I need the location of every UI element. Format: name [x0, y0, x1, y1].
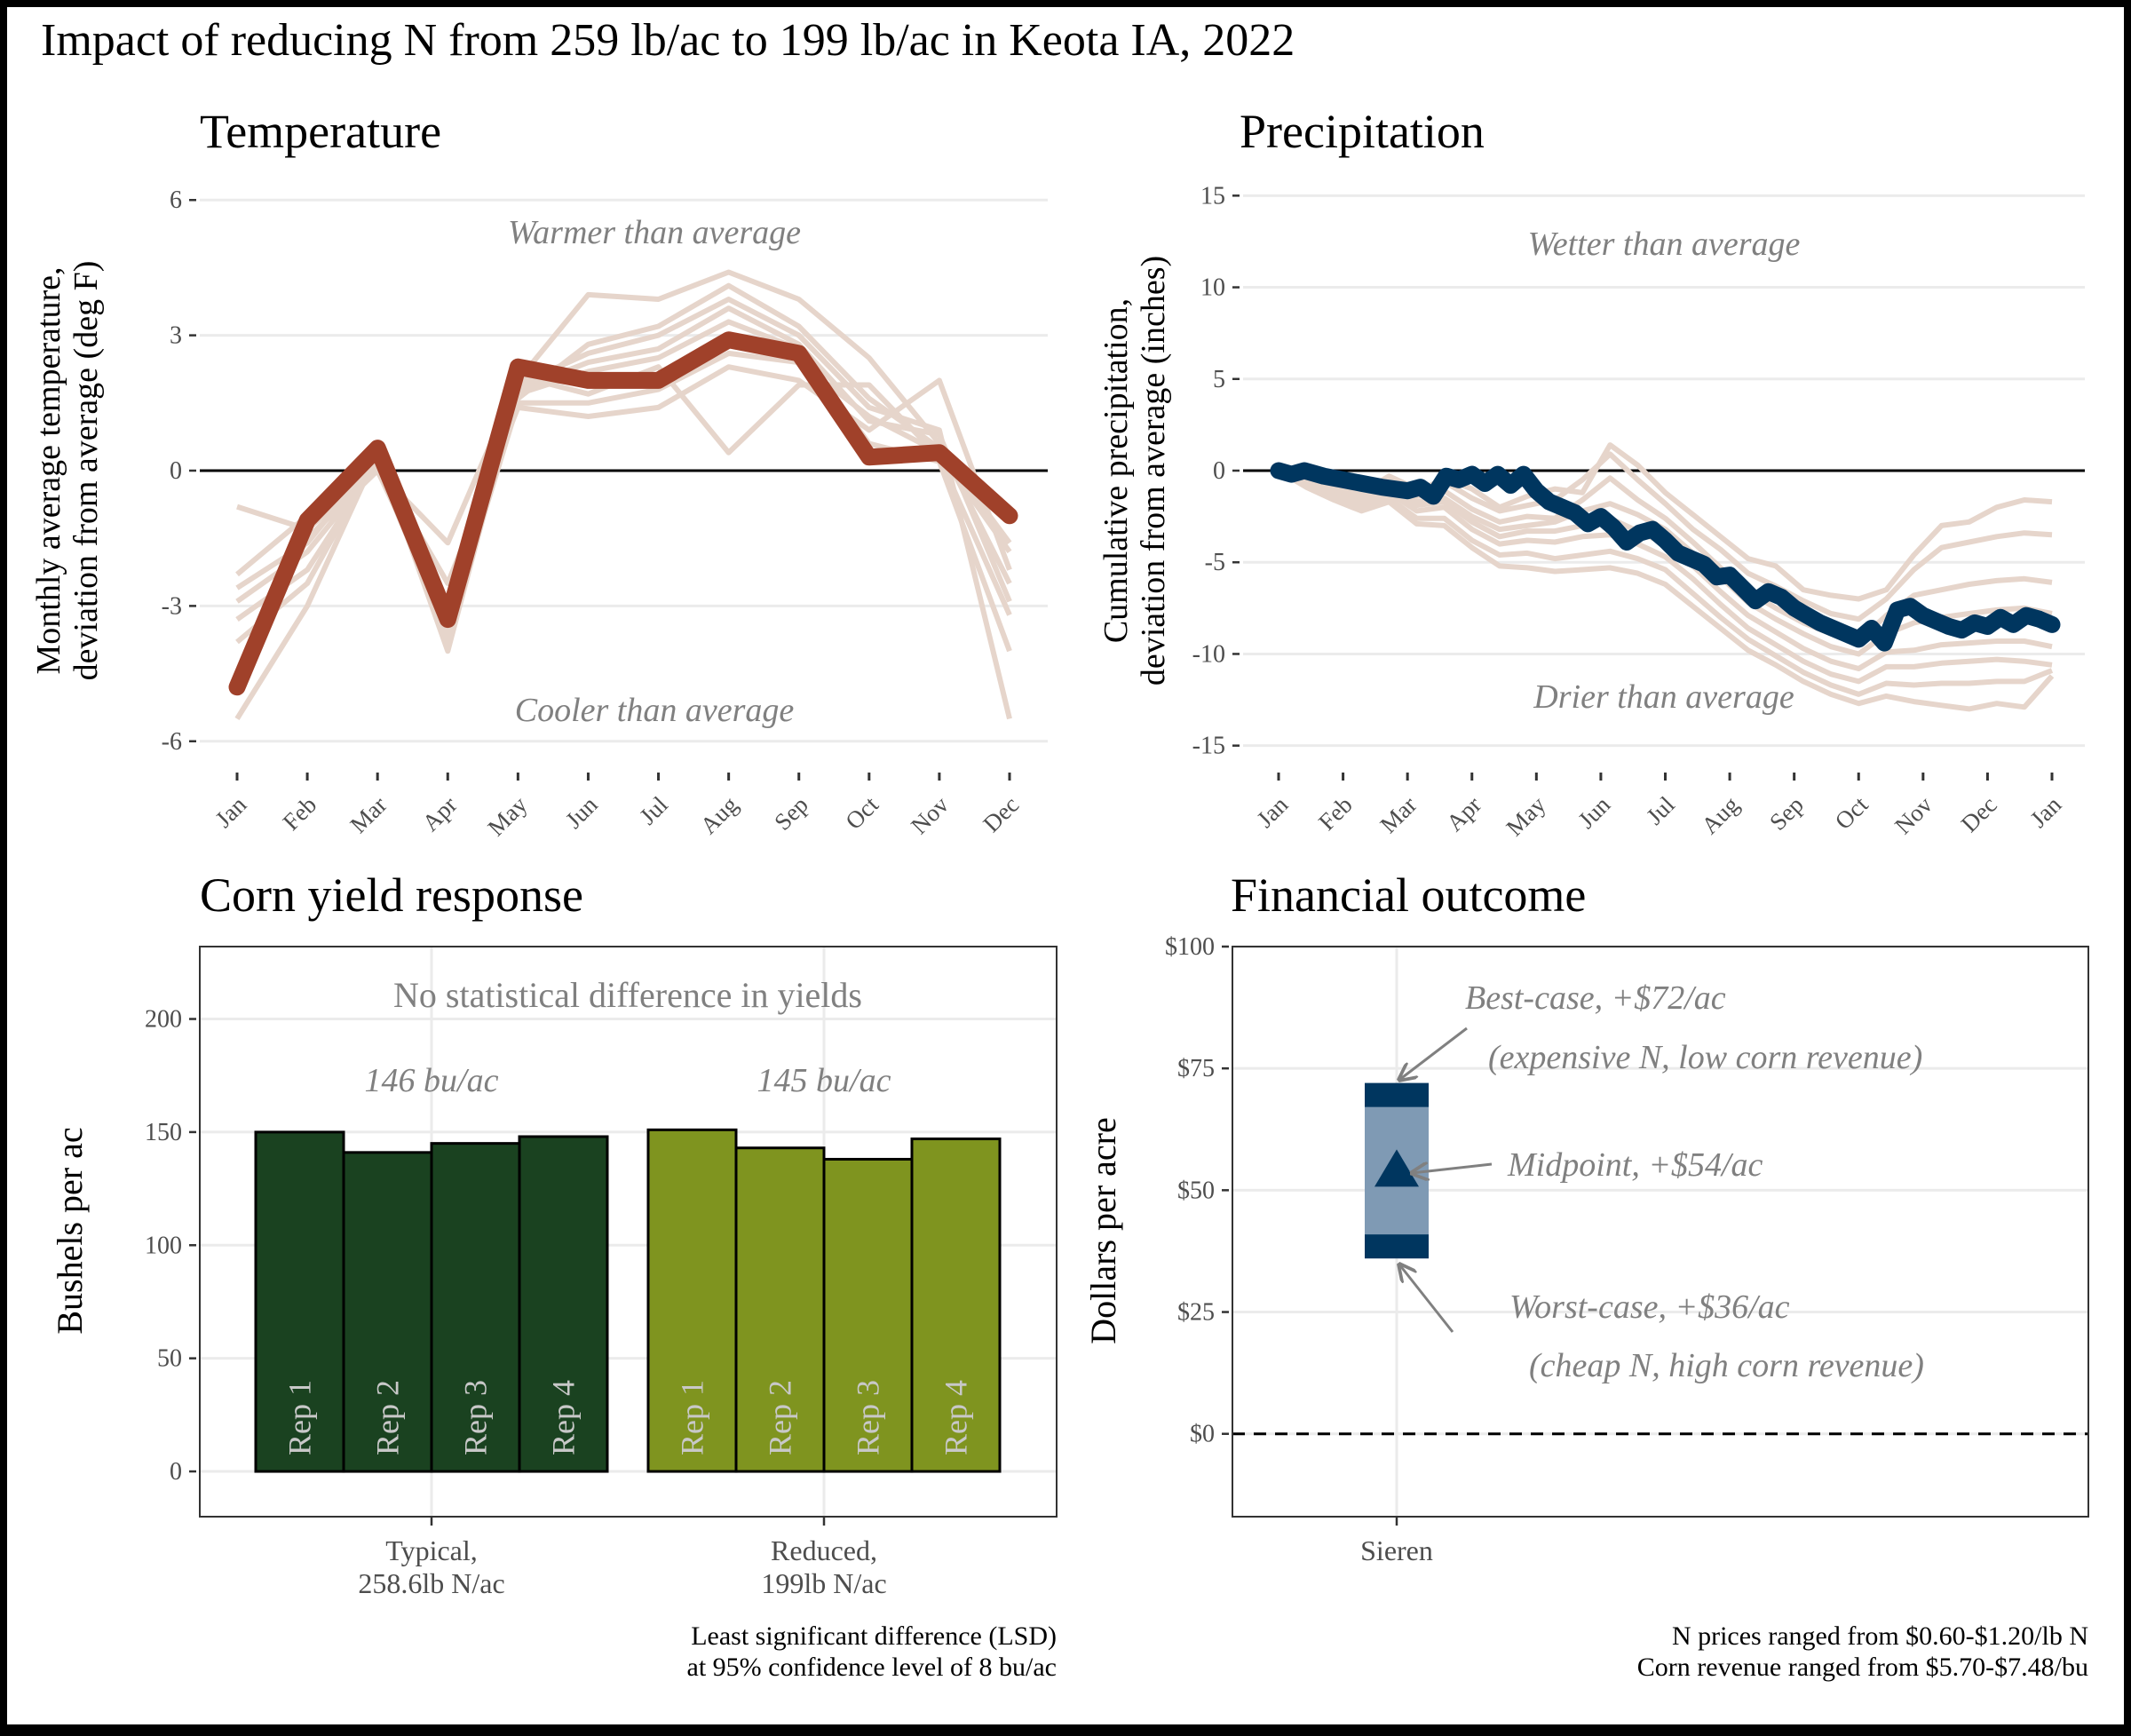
y-tick-label: 50	[157, 1345, 182, 1373]
annotation-best-line1: Best-case, +$72/ac	[1465, 979, 1726, 1017]
bar-label: Rep 2	[763, 1380, 798, 1455]
midpoint-arrow	[1412, 1164, 1493, 1173]
series-line-2022	[1270, 462, 2061, 652]
bar-label: Rep 1	[282, 1380, 318, 1455]
bar-label: Rep 3	[851, 1380, 886, 1455]
footnote-line: N prices ranged from $0.60-$1.20/lb N	[1672, 1621, 2088, 1651]
y-tick-label: 10	[1200, 274, 1225, 302]
x-group-label-line: 199lb N/ac	[761, 1567, 886, 1599]
y-tick-label: $75	[1177, 1055, 1215, 1082]
panel-border	[1232, 946, 2089, 1518]
y-axis-label: Dollars per acre	[1083, 1117, 1123, 1344]
annotation-best-line2: (expensive N, low corn revenue)	[1488, 1039, 1922, 1076]
y-tick-label: $100	[1165, 933, 1215, 961]
yield-bar	[518, 1135, 609, 1473]
y-tick-label: -15	[1192, 733, 1225, 760]
y-tick-label: 5	[1213, 366, 1225, 393]
yield-bar	[822, 1157, 914, 1473]
best-case-band	[1365, 1082, 1429, 1107]
history-series-line	[1277, 468, 2055, 712]
financial-panel: Financial outcome $100 $75 $50 $25 $0 Best-cas…	[1083, 868, 2089, 1682]
worst-case-band	[1365, 1234, 1429, 1259]
y-tick-label: -5	[1205, 549, 1225, 576]
annotation-wetter: Wetter than average	[1528, 226, 1801, 263]
series-line-2022	[228, 331, 1018, 696]
y-tick-label: 100	[145, 1232, 182, 1259]
bar-label: Rep 3	[458, 1380, 494, 1455]
x-group-label: Typical, 258.6lb N/ac	[358, 1534, 504, 1599]
bar-label: Rep 2	[370, 1380, 406, 1455]
y-axis-label-line: Cumulative precipitation,	[1097, 298, 1135, 643]
y-tick-label: 3	[170, 322, 182, 350]
x-tick-label: Sieren	[1360, 1534, 1433, 1566]
yield-panel: Corn yield response 200 150 100 50 0 Rep 1 Rep …	[50, 868, 1058, 1682]
annotation-header: No statistical difference in yields	[393, 975, 862, 1015]
worst-case-arrow	[1399, 1264, 1454, 1333]
x-group-label: Reduced, 199lb N/ac	[761, 1534, 886, 1599]
x-group-label-line: Reduced,	[771, 1534, 877, 1566]
yield-bar	[430, 1142, 521, 1473]
yield-bar	[254, 1130, 345, 1473]
best-case-arrow	[1399, 1027, 1468, 1080]
y-tick-label: 200	[145, 1006, 182, 1034]
panel-title: Financial outcome	[1231, 868, 1586, 922]
history-series-line	[1277, 468, 2053, 685]
yield-bar	[342, 1151, 433, 1473]
annotation-worst-line2: (cheap N, high corn revenue)	[1529, 1347, 1924, 1384]
y-tick-label: 0	[170, 1458, 182, 1486]
panel-border	[199, 946, 1058, 1518]
figure-title: Impact of reducing N from 259 lb/ac to 1…	[41, 15, 1295, 66]
annotation-warmer: Warmer than average	[508, 214, 801, 251]
y-axis-label: Bushels per ac	[50, 1127, 90, 1334]
y-tick-label: 0	[170, 457, 182, 485]
y-axis-label-line: Bushels per ac	[50, 1127, 90, 1334]
y-tick-label: 150	[145, 1119, 182, 1146]
y-tick-label: -3	[162, 592, 182, 620]
y-tick-label: -6	[162, 728, 182, 756]
group-mean-label: 145 bu/ac	[757, 1062, 891, 1099]
bar-label: Rep 4	[939, 1380, 974, 1455]
y-axis-label: Monthly average temperature,deviation fr…	[30, 261, 105, 681]
y-axis-label: Cumulative precipitation,deviation from …	[1097, 256, 1172, 686]
y-tick-label: $0	[1190, 1421, 1215, 1448]
yield-bar	[910, 1138, 1002, 1473]
panel-title: Corn yield response	[200, 868, 583, 922]
group-mean-label: 146 bu/ac	[365, 1062, 499, 1099]
history-series-line	[235, 319, 1012, 653]
footnote-line: Least significant difference (LSD)	[691, 1621, 1057, 1651]
y-tick-label: 15	[1200, 182, 1225, 210]
panel-title: Precipitation	[1240, 105, 1485, 158]
x-group-label-line: 258.6lb N/ac	[358, 1567, 504, 1599]
y-tick-label: $50	[1177, 1177, 1215, 1204]
panel-title: Temperature	[200, 105, 441, 158]
y-tick-label: $25	[1177, 1299, 1215, 1327]
annotation-worst-line1: Worst-case, +$36/ac	[1509, 1288, 1790, 1326]
annotation-drier: Drier than average	[1533, 678, 1794, 716]
history-series-line	[1277, 468, 2054, 697]
midpoint-marker	[1374, 1149, 1419, 1187]
y-axis-label-line: deviation from average (inches)	[1135, 256, 1172, 686]
yield-bar	[734, 1146, 826, 1473]
y-tick-label: 6	[170, 186, 182, 214]
annotation-midpoint: Midpoint, +$54/ac	[1507, 1146, 1763, 1184]
annotation-cooler: Cooler than average	[515, 692, 795, 729]
y-axis-label-line: deviation from average (deg F)	[67, 261, 105, 681]
y-tick-label: -10	[1192, 640, 1225, 668]
bar-label: Rep 1	[675, 1380, 710, 1455]
y-axis-label-line: Dollars per acre	[1083, 1117, 1123, 1344]
footnote-line: at 95% confidence level of 8 bu/ac	[687, 1653, 1057, 1682]
y-axis-label-line: Monthly average temperature,	[30, 267, 67, 675]
footnote-line: Corn revenue ranged from $5.70-$7.48/bu	[1637, 1653, 2088, 1682]
x-group-label-line: Typical,	[385, 1534, 478, 1566]
bar-label: Rep 4	[546, 1380, 582, 1455]
y-tick-label: 0	[1213, 457, 1225, 485]
